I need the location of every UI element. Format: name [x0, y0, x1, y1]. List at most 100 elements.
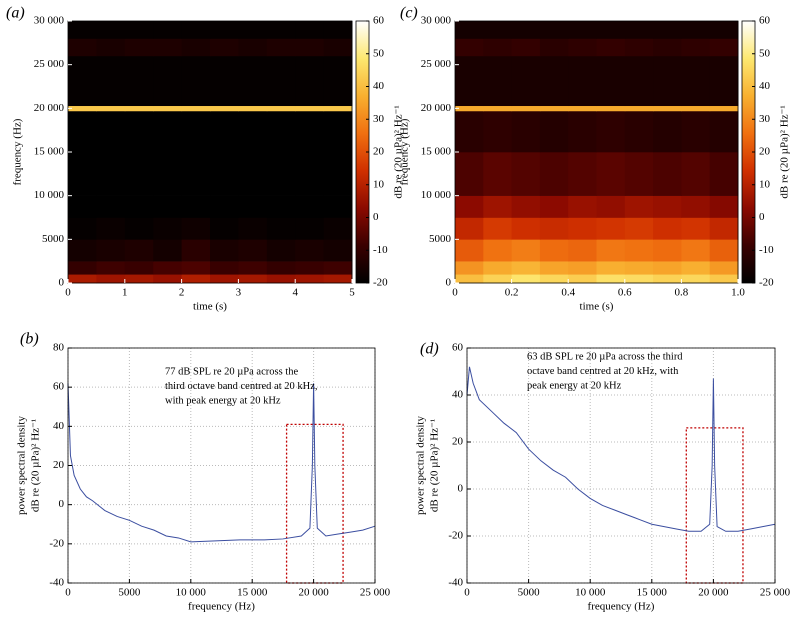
heat-cell: [124, 261, 154, 275]
heat-cell: [653, 105, 682, 112]
heat-cell: [68, 38, 97, 57]
heat-cell: [96, 38, 126, 57]
heat-cell: [295, 274, 325, 284]
x-tick-label: 0: [464, 587, 470, 599]
heat-cell: [681, 274, 711, 284]
heat-cell: [323, 274, 353, 284]
y-axis-label: dB re (20 µPa)² Hz⁻¹: [429, 419, 441, 512]
heat-cell: [681, 105, 711, 112]
heat-cell: [596, 105, 626, 112]
x-tick-label: 3: [236, 287, 242, 299]
heat-cell: [455, 195, 484, 218]
heat-cell: [266, 55, 296, 107]
heat-cell: [539, 217, 569, 240]
y-tick-label: 30 000: [34, 15, 65, 27]
heat-cell: [153, 55, 183, 107]
heat-cell: [266, 274, 296, 284]
heat-cell: [653, 274, 682, 284]
y-tick-label: 10 000: [421, 189, 452, 201]
heat-cell: [210, 38, 239, 57]
heat-cell: [96, 152, 126, 196]
panel-label: (c): [400, 5, 418, 22]
heat-cell: [455, 152, 484, 196]
heat-cell: [266, 105, 296, 112]
colorbar-tick-label: -20: [373, 277, 388, 289]
heat-cell: [681, 21, 711, 39]
heat-cell: [455, 21, 484, 39]
colorbar-tick-label: 20: [373, 146, 385, 158]
heat-cell: [624, 261, 654, 275]
heat-cell: [596, 21, 626, 39]
x-axis-label: time (s): [580, 301, 614, 313]
heat-cell: [596, 110, 626, 153]
x-tick-label: 0: [452, 287, 458, 299]
heat-cell: [210, 21, 239, 39]
y-tick-label: -40: [448, 577, 463, 589]
heat-cell: [181, 261, 211, 275]
colorbar-tick-label: 60: [373, 15, 385, 27]
heat-cell: [210, 217, 239, 240]
heat-cell: [153, 195, 183, 218]
heat-cell: [709, 217, 739, 240]
heat-cell: [181, 21, 211, 39]
heat-cell: [153, 38, 183, 57]
heat-cell: [96, 21, 126, 39]
heat-cell: [124, 21, 154, 39]
heat-cell: [539, 239, 569, 262]
heat-cell: [153, 110, 183, 153]
heat-cell: [511, 105, 541, 112]
annotation: third octave band centred at 20 kHz,: [165, 381, 317, 392]
heat-cell: [709, 239, 739, 262]
heat-cell: [681, 152, 711, 196]
heat-cell: [323, 55, 353, 107]
x-axis-label: frequency (Hz): [188, 601, 255, 613]
heat-cell: [455, 239, 484, 262]
x-tick-label: 15 000: [237, 587, 268, 599]
y-tick-label: 25 000: [421, 58, 452, 70]
heat-cell: [624, 152, 654, 196]
heat-cell: [455, 261, 484, 275]
heat-cell: [681, 55, 711, 107]
colorbar-tick-label: -10: [373, 244, 388, 256]
y-tick-label: 20: [452, 436, 464, 448]
heat-cell: [153, 239, 183, 262]
heat-cell: [153, 105, 183, 112]
heat-cell: [124, 217, 154, 240]
heat-cell: [295, 38, 325, 57]
y-tick-label: -20: [448, 530, 463, 542]
heat-cell: [483, 105, 513, 112]
heat-cell: [568, 217, 597, 240]
heat-cell: [624, 110, 654, 153]
x-tick-label: 0: [65, 287, 71, 299]
heat-cell: [124, 274, 154, 284]
x-tick-label: 2: [179, 287, 185, 299]
y-tick-label: 60: [452, 342, 464, 354]
heat-cell: [624, 21, 654, 39]
colorbar-tick-label: 10: [373, 178, 385, 190]
heat-cell: [483, 274, 513, 284]
heat-cell: [455, 38, 484, 57]
heat-cell: [68, 21, 97, 39]
panel-label: (a): [6, 5, 25, 22]
heat-cell: [653, 195, 682, 218]
heat-cell: [455, 105, 484, 112]
colorbar-tick-label: -10: [759, 244, 774, 256]
heat-cell: [624, 195, 654, 218]
y-tick-label: 5000: [42, 233, 65, 245]
heat-cell: [511, 195, 541, 218]
heat-cell: [238, 274, 268, 284]
heat-cell: [68, 217, 97, 240]
x-tick-label: 20 000: [298, 587, 329, 599]
heat-cell: [568, 195, 597, 218]
y-tick-label: 40: [53, 420, 65, 432]
heat-cell: [653, 110, 682, 153]
heat-cell: [238, 21, 268, 39]
heat-cell: [568, 105, 597, 112]
heat-cell: [681, 38, 711, 57]
heat-cell: [96, 110, 126, 153]
heat-cell: [511, 274, 541, 284]
heat-cell: [568, 110, 597, 153]
heat-cell: [124, 105, 154, 112]
colorbar-label: dB re (20 µPa)² Hz⁻¹: [393, 105, 405, 198]
colorbar-tick-label: 20: [759, 146, 771, 158]
